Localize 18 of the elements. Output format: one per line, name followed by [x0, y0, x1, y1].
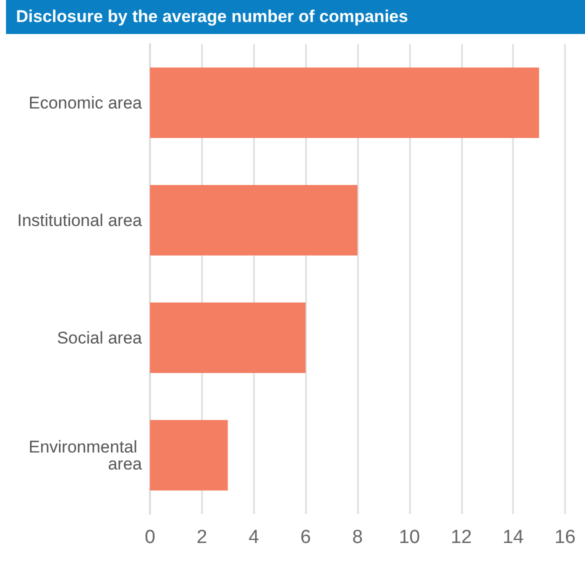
y-tick-label: Economic area	[28, 93, 143, 112]
x-tick-label: 12	[450, 527, 472, 548]
bar	[150, 420, 228, 490]
x-tick-label: 14	[502, 527, 524, 548]
y-tick-label: Institutional area	[17, 210, 143, 230]
bar	[150, 185, 358, 256]
chart-title: Disclosure by the average number of companies	[6, 0, 585, 34]
y-tick-label: Environmental area	[28, 437, 143, 474]
y-tick-label: Social area	[56, 328, 143, 348]
bar	[150, 302, 306, 373]
x-tick-label: 16	[554, 527, 576, 548]
x-tick-label: 0	[144, 527, 156, 548]
x-tick-label: 10	[398, 527, 420, 548]
x-tick-label: 2	[196, 527, 208, 548]
x-tick-label: 8	[352, 527, 363, 548]
x-tick-label: 6	[300, 527, 311, 548]
x-tick-label: 4	[248, 527, 260, 548]
bar	[150, 68, 540, 138]
